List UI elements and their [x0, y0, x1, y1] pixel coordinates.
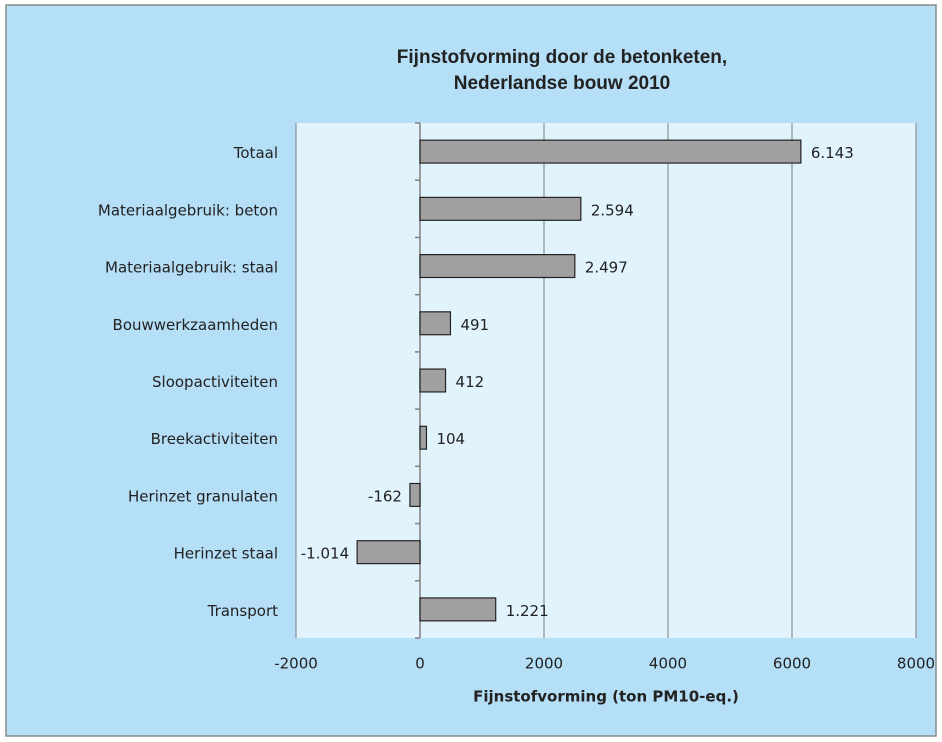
value-label: 104 — [436, 430, 465, 448]
bar — [419, 311, 452, 336]
value-label: -1.014 — [301, 545, 349, 563]
x-axis-label: Fijnstofvorming (ton PM10-eq.) — [473, 688, 739, 706]
value-label: 2.497 — [585, 259, 628, 277]
chart-title: Nederlandse bouw 2010 — [454, 73, 670, 94]
y-tick-label: Totaal — [233, 144, 278, 162]
bar — [409, 482, 421, 507]
value-label: 2.594 — [591, 201, 634, 219]
chart-title: Fijnstofvorming door de betonketen, — [397, 47, 727, 68]
value-label: 1.221 — [506, 602, 549, 620]
y-tick-label: Transport — [207, 602, 279, 620]
y-tick-label: Herinzet granulaten — [128, 487, 278, 505]
bar — [419, 139, 802, 164]
y-tick-label: Materiaalgebruik: beton — [98, 201, 278, 219]
value-label: 6.143 — [811, 144, 854, 162]
bar — [419, 425, 428, 450]
x-tick-label: 2000 — [525, 655, 563, 673]
bar — [419, 597, 497, 622]
y-tick-label: Sloopactiviteiten — [152, 373, 278, 391]
y-tick-label: Bouwwerkzaamheden — [113, 316, 278, 334]
bar — [419, 254, 576, 279]
value-label: 491 — [460, 316, 489, 334]
x-tick-label: 6000 — [773, 655, 811, 673]
value-label: -162 — [368, 487, 402, 505]
x-tick-label: 8000 — [897, 655, 935, 673]
bar — [356, 540, 421, 565]
y-tick-label: Materiaalgebruik: staal — [105, 259, 278, 277]
y-tick-label: Breekactiviteiten — [151, 430, 278, 448]
value-label: 412 — [456, 373, 485, 391]
y-tick-label: Herinzet staal — [174, 545, 278, 563]
bar — [419, 368, 447, 393]
bar — [419, 196, 582, 221]
x-tick-label: 4000 — [649, 655, 687, 673]
x-tick-label: -2000 — [274, 655, 318, 673]
x-tick-label: 0 — [415, 655, 425, 673]
